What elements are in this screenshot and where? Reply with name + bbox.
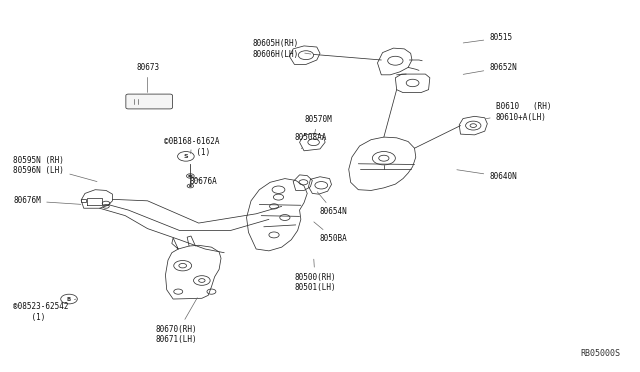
Text: B: B: [67, 297, 71, 302]
Circle shape: [188, 175, 192, 177]
Text: 80654N: 80654N: [317, 192, 348, 217]
Text: 80670(RH)
80671(LH): 80670(RH) 80671(LH): [156, 298, 197, 344]
Text: 80605H(RH)
80606H(LH): 80605H(RH) 80606H(LH): [253, 39, 311, 58]
Text: 80595N (RH)
80596N (LH): 80595N (RH) 80596N (LH): [13, 156, 97, 182]
Text: 80676A: 80676A: [189, 177, 217, 186]
Bar: [81, 199, 86, 202]
Circle shape: [189, 185, 191, 187]
Text: 8050BA: 8050BA: [314, 222, 348, 243]
Text: 80508AA: 80508AA: [294, 133, 327, 149]
Text: 80676M: 80676M: [13, 196, 81, 205]
Text: 80640N: 80640N: [457, 170, 517, 181]
Text: 80515: 80515: [463, 33, 513, 43]
Text: B0610   (RH)
80610+A(LH): B0610 (RH) 80610+A(LH): [486, 102, 551, 122]
Text: S: S: [184, 154, 188, 159]
Text: RB05000S: RB05000S: [580, 349, 620, 358]
Circle shape: [186, 174, 194, 178]
Circle shape: [177, 151, 194, 161]
Text: ®08523-62542
    (1): ®08523-62542 (1): [13, 299, 76, 322]
Text: 80500(RH)
80501(LH): 80500(RH) 80501(LH): [294, 259, 336, 292]
Text: 80673: 80673: [136, 63, 159, 92]
Text: 80570M: 80570M: [304, 115, 332, 135]
Text: ©0B168-6162A
       (1): ©0B168-6162A (1): [164, 137, 219, 157]
Text: 80652N: 80652N: [463, 63, 517, 74]
FancyBboxPatch shape: [126, 94, 173, 109]
Circle shape: [61, 294, 77, 304]
Circle shape: [187, 184, 193, 188]
